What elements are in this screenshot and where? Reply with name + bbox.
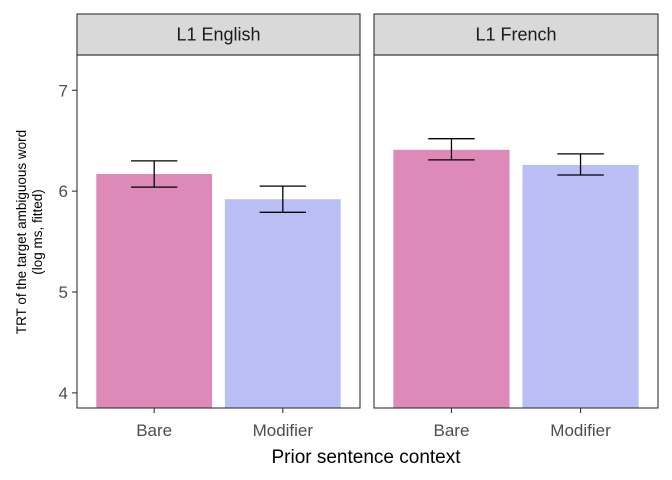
facet-label: L1 English [176, 25, 260, 45]
bar-bare [96, 174, 213, 408]
bar-bare [393, 149, 510, 408]
panel-border [373, 54, 659, 409]
bar-modifier [522, 164, 639, 408]
x-axis-title: Prior sentence context [271, 447, 461, 468]
bar-modifier [224, 199, 341, 408]
error-bar-modifier [259, 185, 306, 213]
error-bar-modifier [557, 153, 604, 176]
y-axis-title: TRT of the target ambiguous word (log ms… [14, 130, 45, 334]
x-tick-label: Bare [433, 421, 469, 440]
y-axis-title-line-1: TRT of the target ambiguous word [14, 130, 29, 334]
error-bar-bare [428, 138, 475, 161]
x-tick-label: Modifier [253, 421, 314, 440]
y-tick-label: 7 [59, 81, 68, 100]
x-tick-label: Modifier [550, 421, 611, 440]
y-axis: 4 5 6 7 [59, 81, 77, 403]
y-tick-label: 5 [59, 283, 68, 302]
x-tick-label: Bare [136, 421, 172, 440]
y-tick-label: 4 [59, 384, 68, 403]
panel-border [76, 54, 361, 409]
y-axis-title-line-2: (log ms, fitted) [30, 189, 45, 275]
facet-label: L1 French [475, 25, 556, 45]
error-bar-bare [131, 160, 178, 188]
panel-2: L1 French Bare Modifier [373, 13, 659, 440]
facet-strip [373, 13, 659, 56]
panel-1: L1 English Bare Modifier [76, 13, 361, 440]
y-tick-label: 6 [59, 182, 68, 201]
facet-strip [76, 13, 361, 56]
